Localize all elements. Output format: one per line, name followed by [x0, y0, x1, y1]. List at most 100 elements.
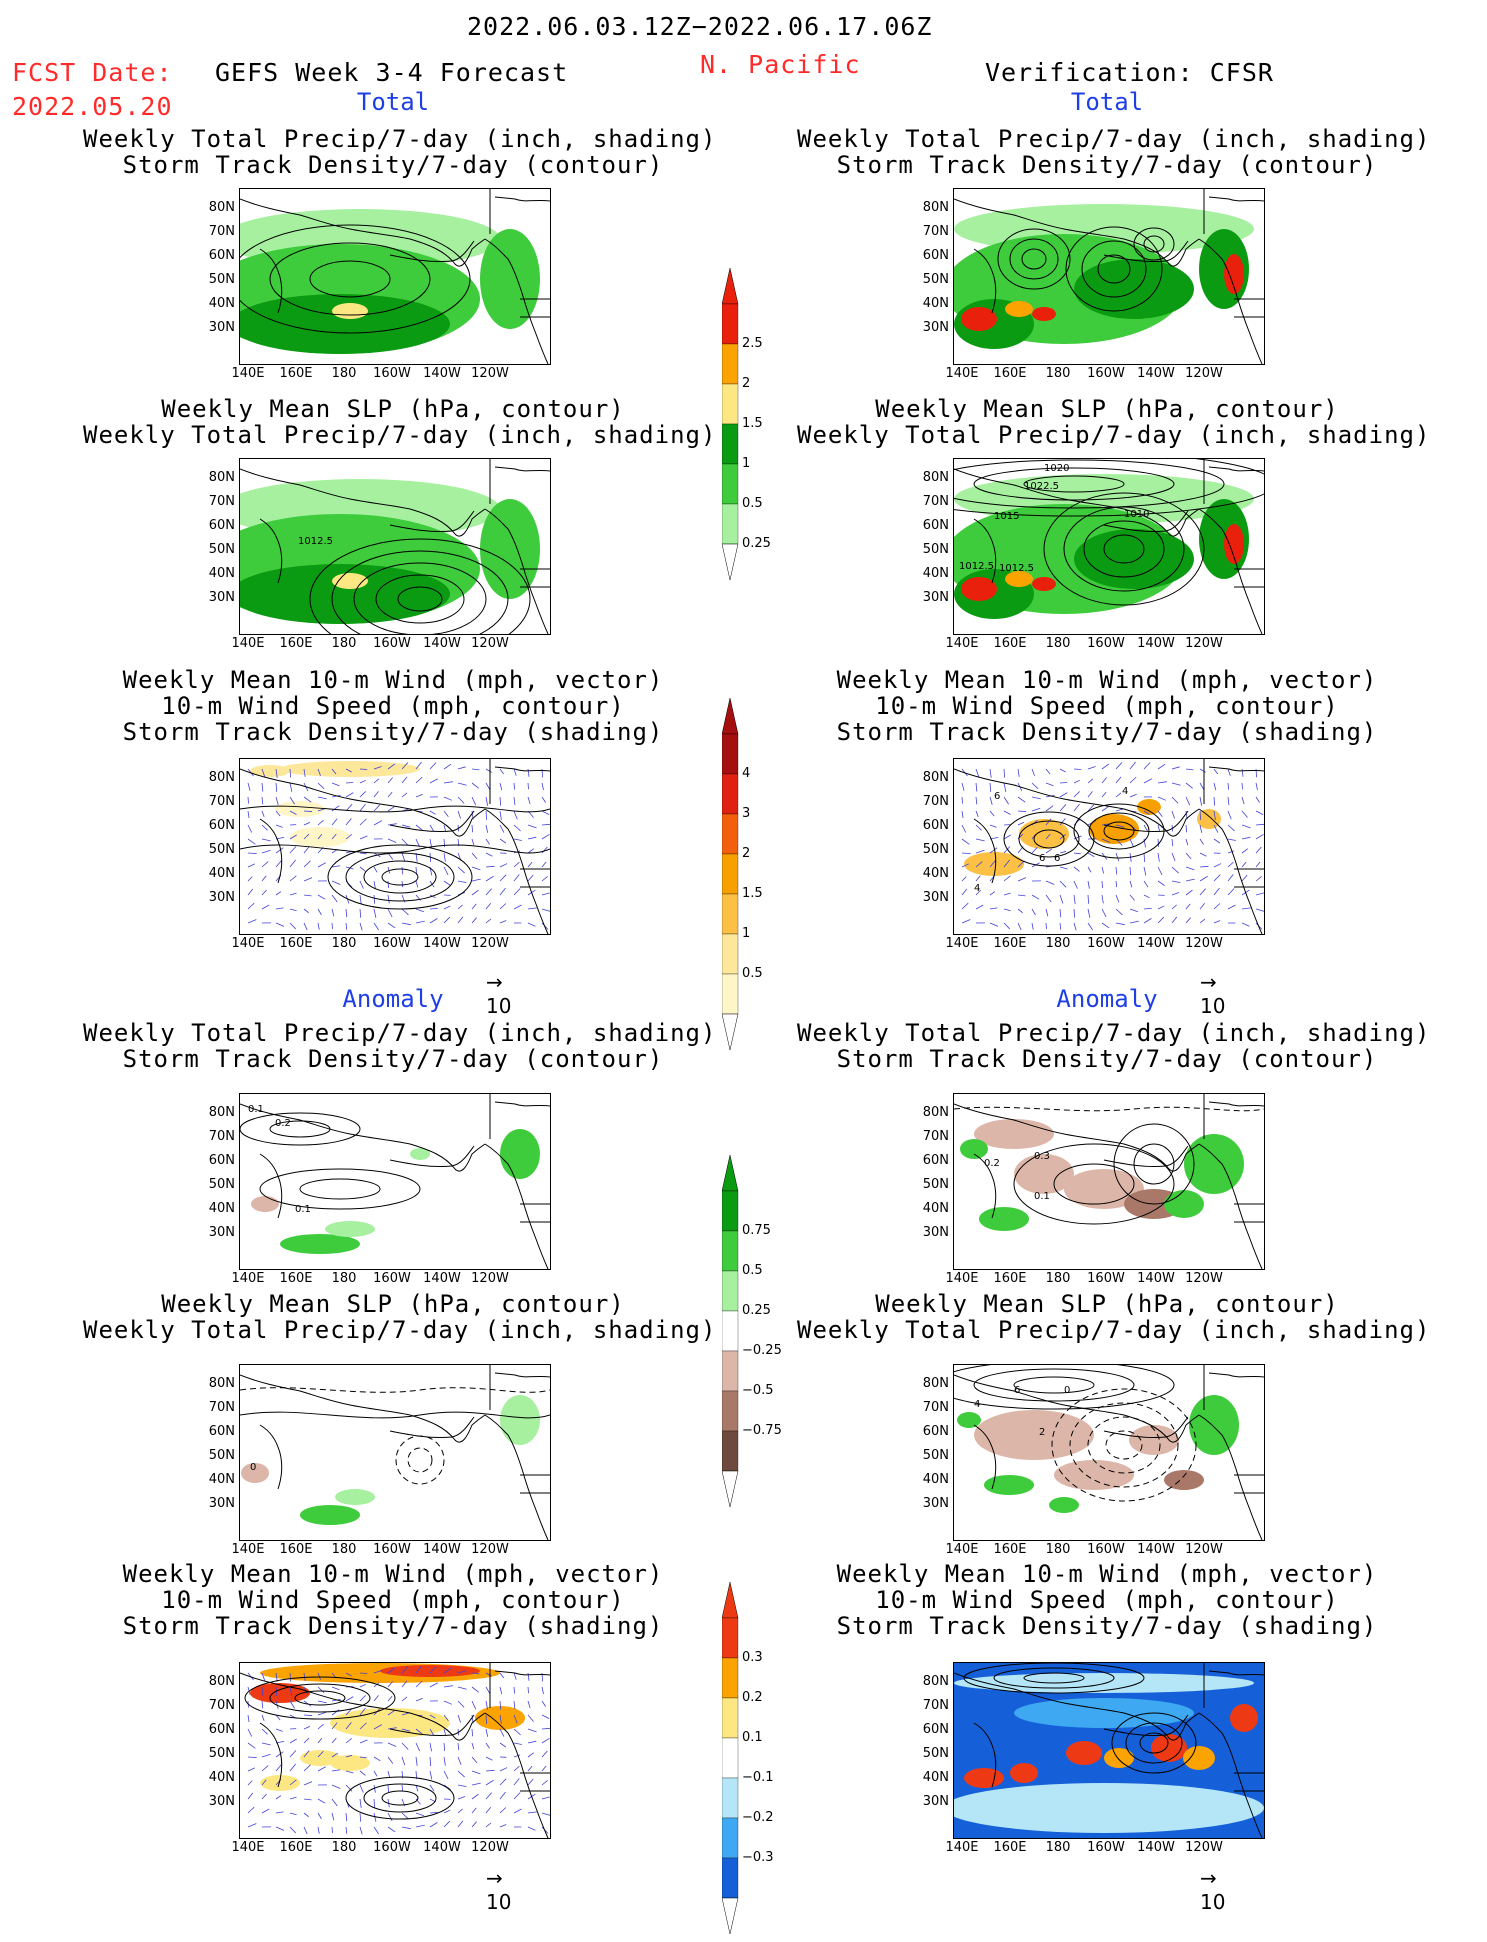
lat-tick-label: 60N: [915, 1424, 949, 1439]
wind-vector: [332, 819, 337, 825]
wind-vector: [500, 875, 506, 881]
lon-tick-label: 120W: [470, 636, 510, 651]
wind-vector: [346, 793, 353, 797]
wind-vector: [514, 888, 520, 895]
wind-vector: [458, 1757, 461, 1765]
contour-label: 1012.5: [999, 563, 1034, 574]
wind-vector: [528, 849, 534, 853]
wind-vector: [1074, 867, 1079, 871]
shading-region: [1005, 301, 1033, 317]
shading-region: [1230, 1704, 1258, 1732]
colorbar-segment: [722, 504, 738, 544]
contour-label: 4: [974, 1399, 980, 1410]
lat-tick-label: 80N: [201, 1674, 235, 1689]
wind-vector: [430, 1757, 431, 1766]
lat-tick-label: 70N: [201, 1400, 235, 1415]
wind-vector: [360, 881, 363, 889]
wind-vector: [500, 1743, 506, 1747]
wind-vector: [1046, 849, 1052, 853]
wind-vector: [1242, 769, 1243, 777]
lon-tick-label: 140E: [228, 366, 268, 381]
lon-tick-label: 120W: [470, 1271, 510, 1286]
wind-vector: [542, 1797, 550, 1799]
shading-region: [325, 1221, 375, 1237]
lon-tick-label: 140W: [422, 1542, 462, 1557]
colorbar-cap: [722, 544, 738, 580]
colorbar-segment: [722, 344, 738, 384]
wind-vector: [416, 1743, 420, 1751]
wind-vector: [1116, 909, 1122, 915]
wind-vector: [346, 923, 347, 930]
wind-vector: [1074, 769, 1081, 770]
wind-vector: [514, 1755, 520, 1757]
wind-vector: [500, 811, 501, 820]
colorbar-label: 0.25: [742, 1303, 771, 1318]
wind-vector: [430, 1683, 438, 1687]
wind-vector: [1200, 769, 1206, 772]
wind-vector: [1074, 853, 1081, 854]
lat-tick-label: 60N: [915, 1722, 949, 1737]
wind-vector: [1102, 792, 1106, 797]
contour-line: [240, 845, 550, 853]
lon-tick-label: 140W: [422, 936, 462, 951]
wind-vector: [304, 1738, 309, 1743]
wind-vector: [1158, 853, 1159, 862]
wind-vector: [1004, 797, 1009, 804]
wind-vector: [976, 850, 985, 853]
wind-vector: [528, 769, 529, 777]
wind-vector: [416, 1757, 417, 1766]
wind-vector: [430, 763, 436, 769]
coastline: [240, 769, 485, 836]
wind-vector: [402, 1827, 411, 1829]
wind-vector: [416, 794, 423, 797]
wind-vector: [374, 1695, 379, 1701]
lon-tick-label: 180: [1038, 366, 1078, 381]
wind-vector: [1200, 839, 1204, 844]
contour-label: 1012.5: [959, 561, 994, 572]
panel-title: Weekly Mean 10-m Wind (mph, vector)10-m …: [797, 1561, 1417, 1639]
lat-tick-label: 80N: [915, 770, 949, 785]
wind-vector: [990, 811, 994, 816]
panel-title: Weekly Mean SLP (hPa, contour)Weekly Tot…: [83, 396, 703, 448]
shading-region: [1032, 307, 1056, 321]
wind-vector: [1004, 835, 1011, 839]
shading-region: [275, 801, 325, 817]
wind-vector: [500, 1779, 506, 1785]
wind-vector: [500, 769, 504, 774]
wind-vector: [472, 1771, 480, 1774]
wind-vector: [1200, 866, 1208, 867]
wind-vector: [276, 1827, 284, 1830]
panel-title: Weekly Total Precip/7-day (inch, shading…: [83, 1020, 703, 1072]
lon-tick-label: 160E: [276, 1271, 316, 1286]
lat-tick-label: 50N: [915, 272, 949, 287]
wind-vector: [1116, 867, 1117, 874]
wind-vector: [1088, 881, 1089, 889]
wind-vector: [1256, 862, 1260, 867]
wind-vector: [402, 923, 411, 925]
wind-vector: [486, 1793, 492, 1799]
lon-tick-label: 120W: [1184, 936, 1224, 951]
map-panel: [953, 1662, 1265, 1839]
wind-vector: [276, 797, 278, 805]
lat-tick-label: 70N: [201, 224, 235, 239]
colorbar-label: −0.2: [742, 1810, 774, 1825]
wind-vector: [1060, 867, 1068, 869]
wind-vector: [1088, 909, 1090, 918]
wind-vector: [402, 1697, 407, 1701]
vector-ref-label: →10: [486, 1866, 511, 1914]
wind-vector: [500, 839, 506, 843]
wind-vector: [1046, 909, 1048, 916]
wind-vector: [514, 1729, 521, 1735]
wind-vector: [1256, 909, 1264, 911]
lon-tick-label: 140E: [228, 936, 268, 951]
wind-vector: [1186, 918, 1191, 923]
map-panel: [239, 188, 551, 365]
panel-title: Weekly Mean SLP (hPa, contour)Weekly Tot…: [797, 1291, 1417, 1343]
wind-vector: [388, 1757, 393, 1763]
colorbar-segment: [722, 1231, 738, 1271]
wind-vector: [318, 1827, 319, 1834]
contour-label: 0.3: [1034, 1151, 1050, 1162]
lon-tick-label: 140E: [942, 936, 982, 951]
wind-vector: [374, 1827, 379, 1834]
colorbar-label: −0.75: [742, 1423, 782, 1438]
